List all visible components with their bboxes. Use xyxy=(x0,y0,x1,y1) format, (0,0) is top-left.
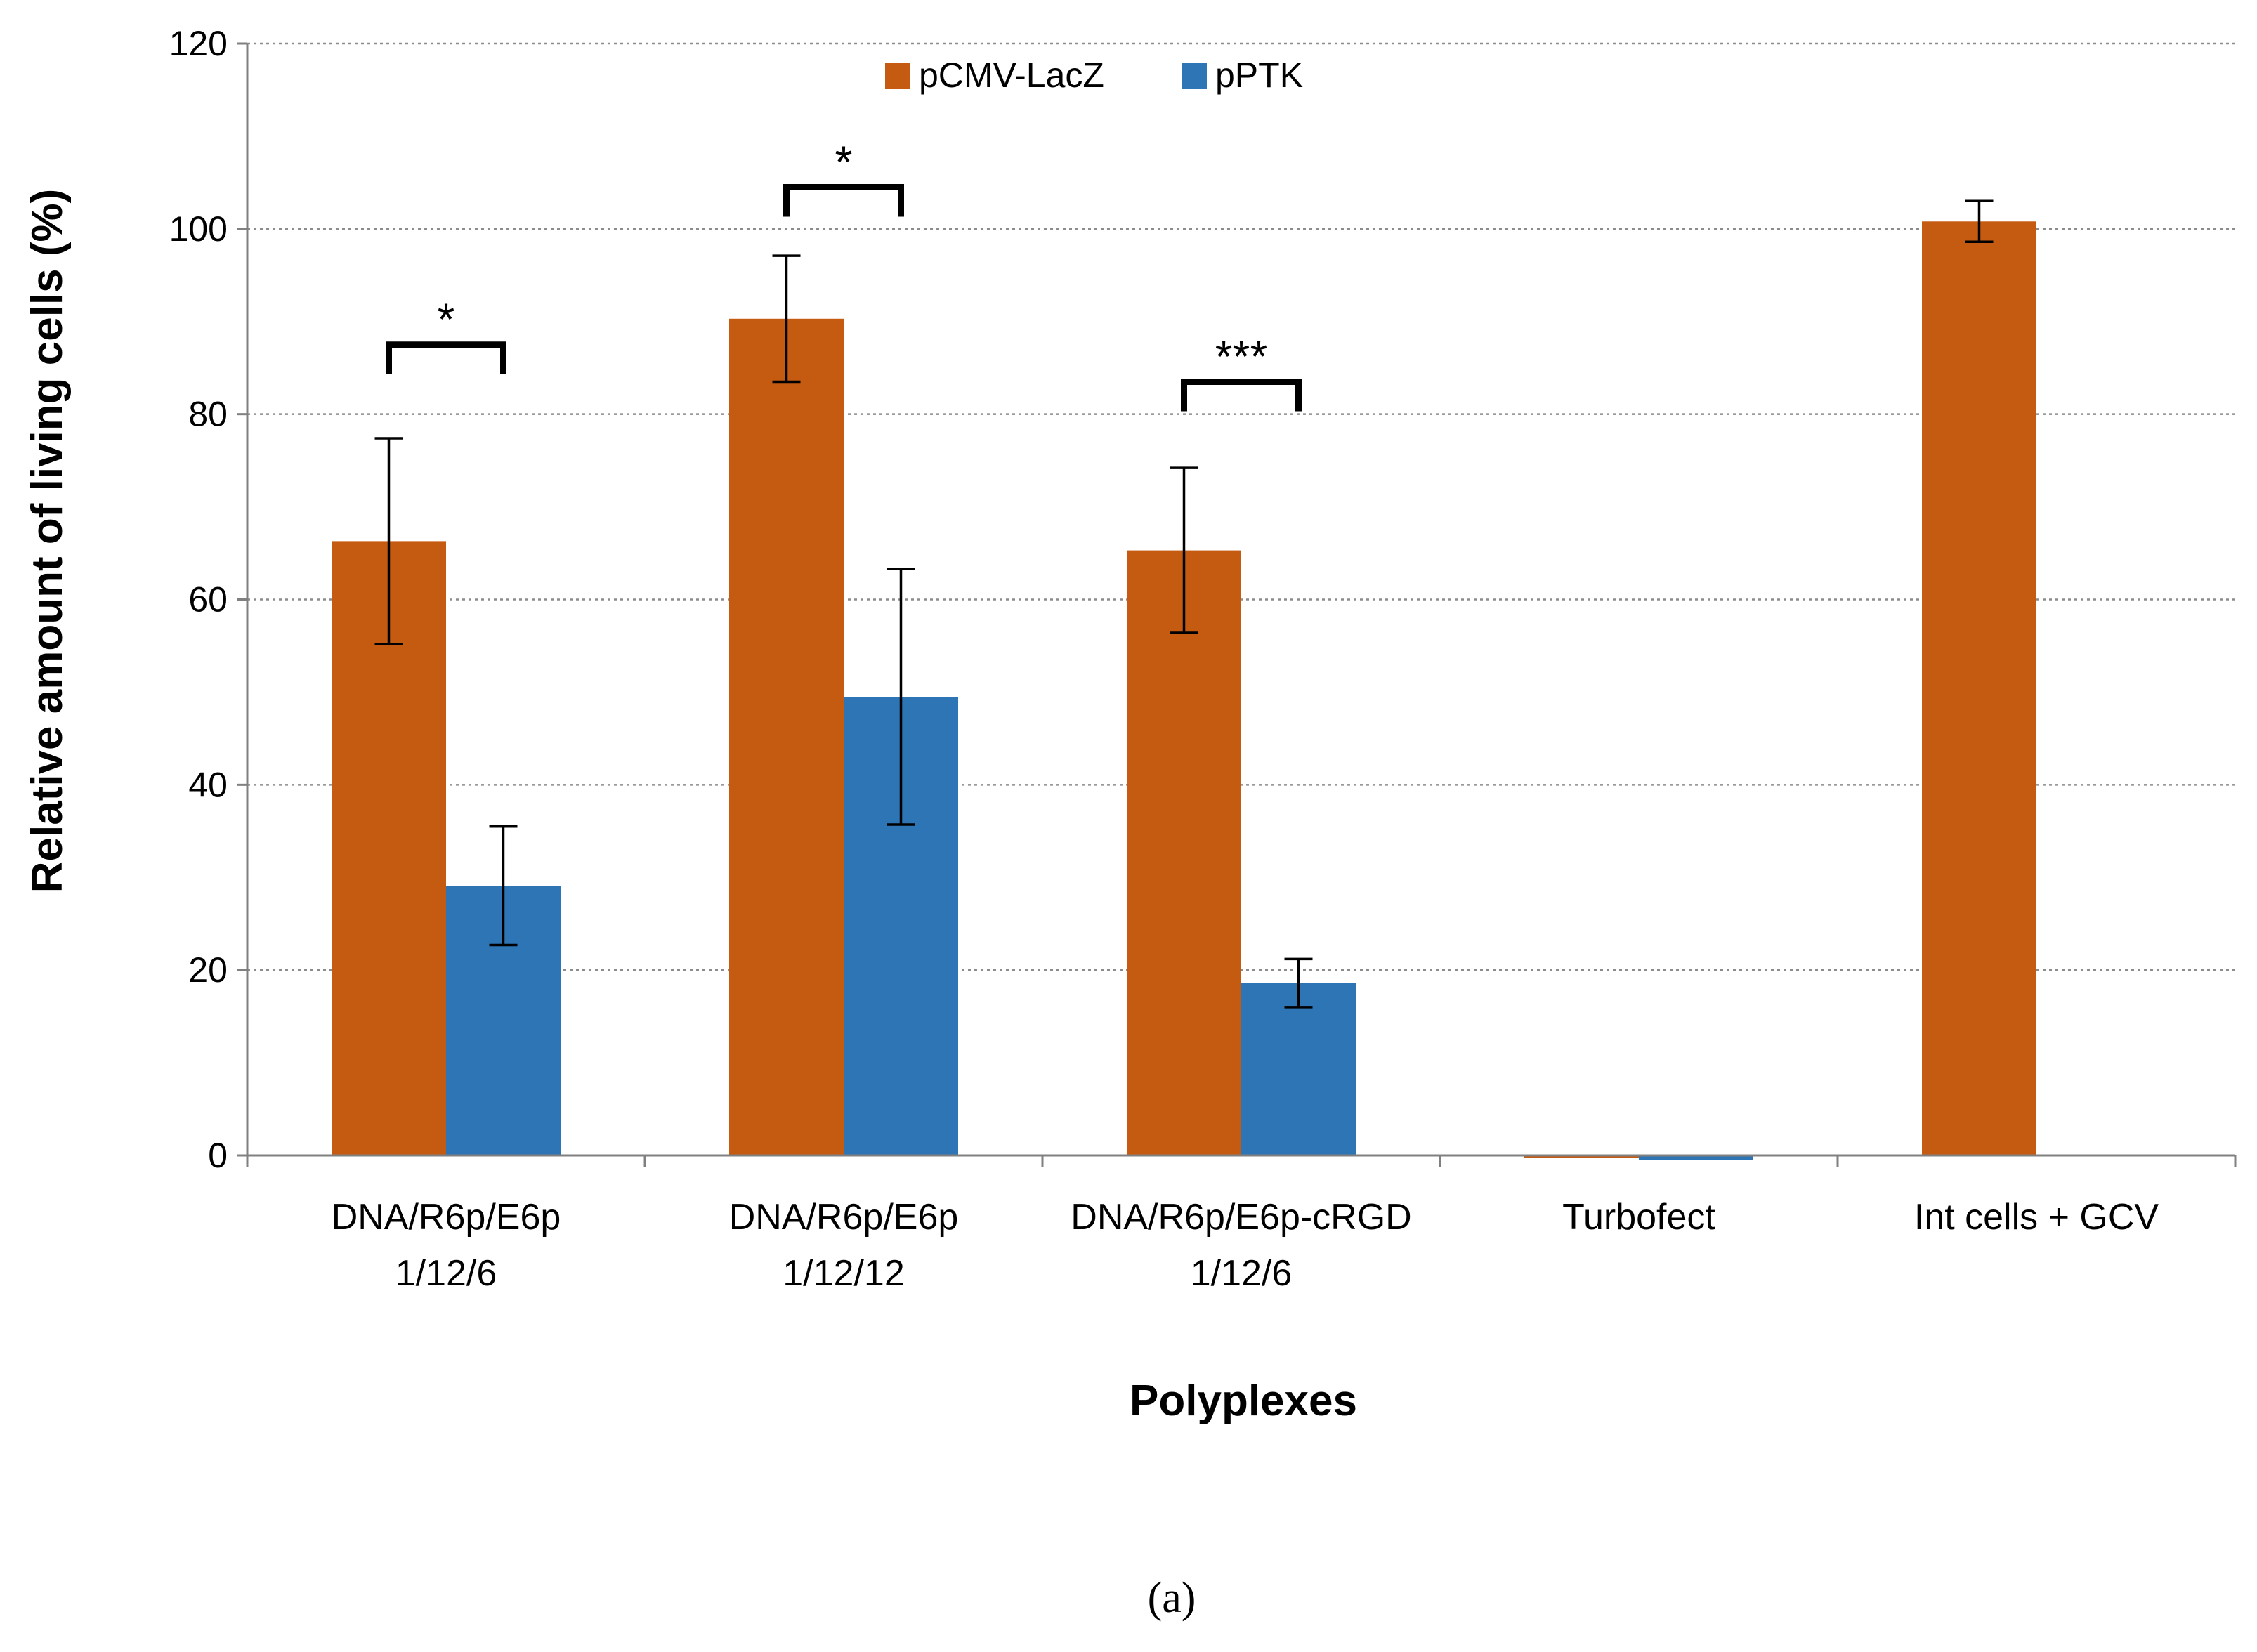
y-axis-title: Relative amount of living cells (%) xyxy=(23,189,72,893)
significance-label: *** xyxy=(1215,331,1268,381)
y-tick-labels: 0 20 40 60 80 100 120 xyxy=(169,24,228,1175)
bar-pPTK xyxy=(1639,1155,1753,1160)
significance-bracket xyxy=(783,183,904,217)
error-bars xyxy=(374,199,1994,1009)
bar-pCMV-LacZ xyxy=(1922,221,2036,1155)
y-tick-label: 60 xyxy=(188,580,228,620)
axes xyxy=(237,42,2237,1167)
y-tick-label: 80 xyxy=(188,395,228,434)
panel-label: (a) xyxy=(1148,1574,1196,1622)
y-tick-label: 100 xyxy=(169,209,228,249)
x-category-label: Int cells + GCV xyxy=(1914,1197,2159,1238)
y-tick-label: 0 xyxy=(208,1136,228,1175)
significance-bracket xyxy=(1181,378,1302,412)
x-category-label: Turbofect xyxy=(1562,1197,1715,1238)
legend-label-pPTK: pPTK xyxy=(1215,55,1303,95)
bar-pCMV-LacZ xyxy=(1524,1155,1639,1158)
significance-label: * xyxy=(438,294,455,345)
legend-swatch-pCMV-LacZ xyxy=(885,63,910,88)
bar-pPTK xyxy=(1241,983,1356,1155)
x-category-label: 1/12/6 xyxy=(395,1253,497,1294)
significance-bracket xyxy=(386,341,506,374)
significance-brackets: ***** xyxy=(386,136,1302,412)
bars xyxy=(332,221,2036,1160)
x-category-label: DNA/R6p/E6p xyxy=(332,1197,561,1238)
x-category-labels: DNA/R6p/E6p 1/12/6 DNA/R6p/E6p 1/12/12 DNA/R… xyxy=(332,1197,2159,1294)
bar-pCMV-LacZ xyxy=(1127,550,1241,1155)
legend: pCMV-LacZ pPTK xyxy=(885,55,1303,95)
x-axis-title: Polyplexes xyxy=(1130,1377,1357,1425)
x-category-label: DNA/R6p/E6p-cRGD xyxy=(1071,1197,1411,1238)
legend-swatch-pPTK xyxy=(1182,63,1207,88)
significance-label: * xyxy=(835,136,853,187)
y-tick-label: 120 xyxy=(169,24,228,63)
x-category-label: 1/12/6 xyxy=(1191,1253,1293,1294)
legend-label-pCMV-LacZ: pCMV-LacZ xyxy=(919,55,1104,95)
y-tick-label: 20 xyxy=(188,950,228,990)
y-tick-label: 40 xyxy=(188,765,228,804)
x-category-label: DNA/R6p/E6p xyxy=(729,1197,959,1238)
bar-pCMV-LacZ xyxy=(729,318,844,1156)
x-category-label: 1/12/12 xyxy=(783,1253,905,1294)
